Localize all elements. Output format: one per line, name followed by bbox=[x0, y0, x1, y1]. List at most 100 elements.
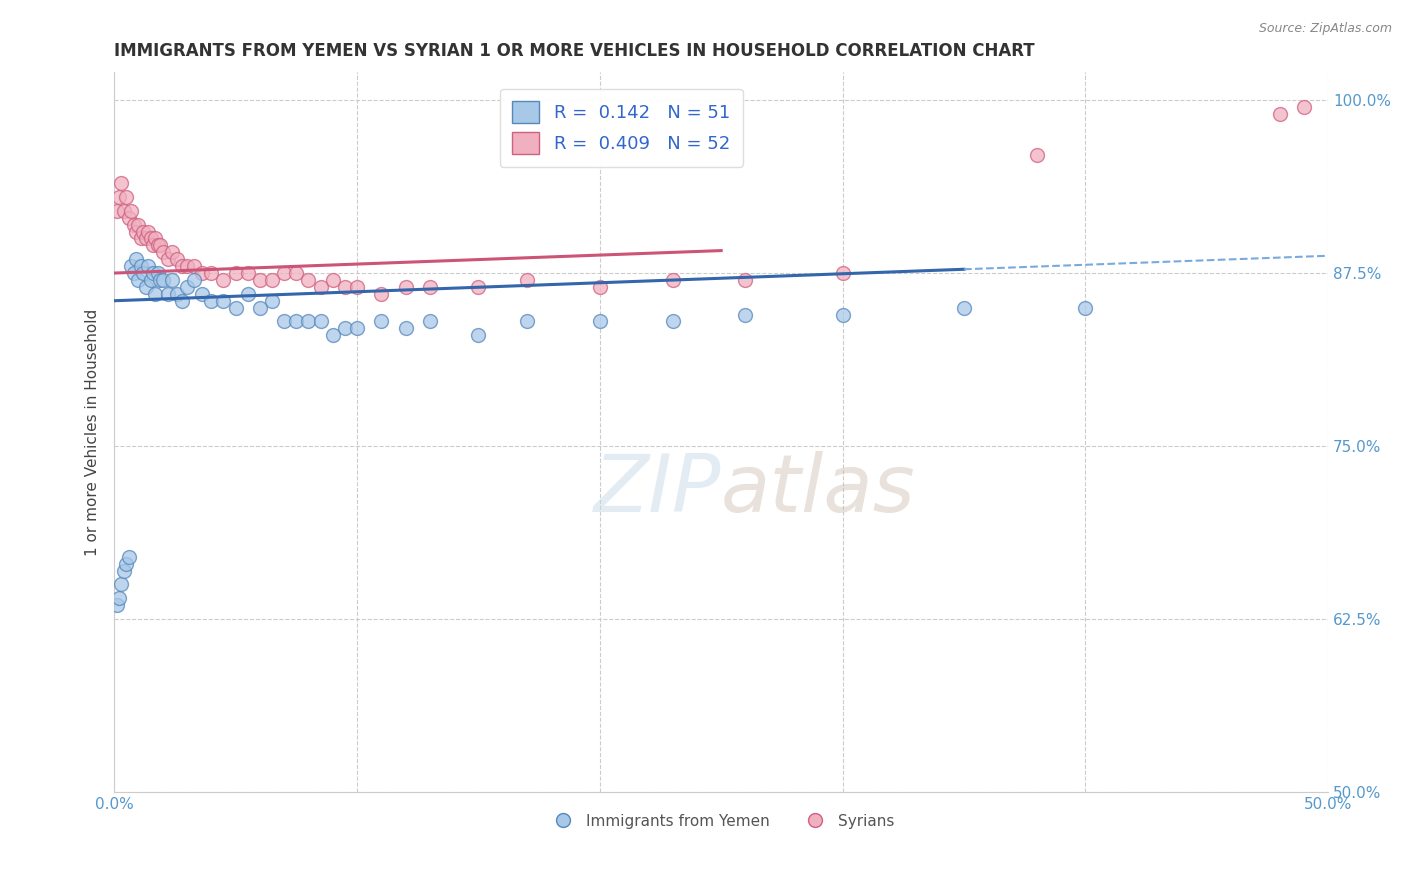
Point bbox=[212, 273, 235, 287]
Text: IMMIGRANTS FROM YEMEN VS SYRIAN 1 OR MORE VEHICLES IN HOUSEHOLD CORRELATION CHAR: IMMIGRANTS FROM YEMEN VS SYRIAN 1 OR MOR… bbox=[114, 42, 1035, 60]
Point bbox=[1268, 107, 1291, 121]
Point bbox=[156, 252, 179, 267]
Point bbox=[236, 266, 259, 280]
Point bbox=[297, 314, 319, 328]
Point bbox=[172, 293, 194, 308]
Point bbox=[149, 238, 172, 252]
Point bbox=[419, 314, 441, 328]
Point bbox=[139, 231, 162, 245]
Point bbox=[108, 591, 131, 606]
Point bbox=[183, 259, 205, 273]
Point bbox=[516, 314, 538, 328]
Point bbox=[285, 314, 308, 328]
Point bbox=[142, 238, 165, 252]
Point bbox=[953, 301, 976, 315]
Point bbox=[145, 286, 167, 301]
Point bbox=[734, 273, 756, 287]
Point bbox=[734, 308, 756, 322]
Point bbox=[105, 203, 128, 218]
Point bbox=[152, 273, 174, 287]
Point bbox=[166, 252, 188, 267]
Point bbox=[162, 245, 184, 260]
Point bbox=[139, 273, 162, 287]
Point bbox=[322, 273, 344, 287]
Point bbox=[212, 293, 235, 308]
Point bbox=[132, 266, 155, 280]
Point bbox=[129, 259, 152, 273]
Point bbox=[176, 259, 198, 273]
Point bbox=[136, 259, 159, 273]
Point bbox=[115, 190, 138, 204]
Point bbox=[110, 176, 132, 190]
Point bbox=[273, 266, 295, 280]
Point bbox=[125, 252, 148, 267]
Point bbox=[156, 286, 179, 301]
Text: Source: ZipAtlas.com: Source: ZipAtlas.com bbox=[1258, 22, 1392, 36]
Point bbox=[370, 314, 392, 328]
Point bbox=[831, 266, 853, 280]
Point bbox=[1292, 100, 1315, 114]
Point bbox=[236, 286, 259, 301]
Point bbox=[333, 321, 356, 335]
Point bbox=[200, 293, 222, 308]
Point bbox=[129, 231, 152, 245]
Point bbox=[152, 245, 174, 260]
Point bbox=[166, 286, 188, 301]
Point bbox=[467, 280, 489, 294]
Point bbox=[120, 203, 142, 218]
Point bbox=[149, 273, 172, 287]
Point bbox=[127, 218, 149, 232]
Point bbox=[516, 273, 538, 287]
Point bbox=[122, 266, 145, 280]
Point bbox=[285, 266, 308, 280]
Point bbox=[105, 598, 128, 612]
Point bbox=[346, 321, 368, 335]
Point bbox=[333, 280, 356, 294]
Point bbox=[110, 577, 132, 591]
Point bbox=[419, 280, 441, 294]
Point bbox=[225, 301, 247, 315]
Point bbox=[135, 231, 157, 245]
Point bbox=[122, 218, 145, 232]
Point bbox=[115, 557, 138, 571]
Point bbox=[135, 280, 157, 294]
Legend: Immigrants from Yemen, Syrians: Immigrants from Yemen, Syrians bbox=[541, 807, 901, 835]
Point bbox=[162, 273, 184, 287]
Point bbox=[145, 231, 167, 245]
Point bbox=[661, 273, 683, 287]
Point bbox=[108, 190, 131, 204]
Point bbox=[831, 308, 853, 322]
Point bbox=[118, 211, 141, 225]
Point bbox=[112, 203, 135, 218]
Point bbox=[309, 314, 332, 328]
Point bbox=[146, 266, 169, 280]
Point bbox=[183, 273, 205, 287]
Point bbox=[172, 259, 194, 273]
Text: atlas: atlas bbox=[721, 450, 915, 529]
Point bbox=[136, 225, 159, 239]
Point bbox=[467, 328, 489, 343]
Point bbox=[118, 549, 141, 564]
Point bbox=[146, 238, 169, 252]
Point bbox=[661, 314, 683, 328]
Point bbox=[132, 225, 155, 239]
Point bbox=[112, 564, 135, 578]
Point bbox=[589, 314, 612, 328]
Point bbox=[249, 273, 271, 287]
Y-axis label: 1 or more Vehicles in Household: 1 or more Vehicles in Household bbox=[86, 309, 100, 556]
Point bbox=[190, 286, 212, 301]
Point bbox=[346, 280, 368, 294]
Point bbox=[127, 273, 149, 287]
Point bbox=[370, 286, 392, 301]
Point bbox=[273, 314, 295, 328]
Point bbox=[190, 266, 212, 280]
Point bbox=[120, 259, 142, 273]
Point bbox=[260, 273, 283, 287]
Point bbox=[249, 301, 271, 315]
Point bbox=[1074, 301, 1097, 315]
Point bbox=[297, 273, 319, 287]
Text: ZIP: ZIP bbox=[593, 450, 721, 529]
Point bbox=[125, 225, 148, 239]
Point bbox=[225, 266, 247, 280]
Point bbox=[142, 266, 165, 280]
